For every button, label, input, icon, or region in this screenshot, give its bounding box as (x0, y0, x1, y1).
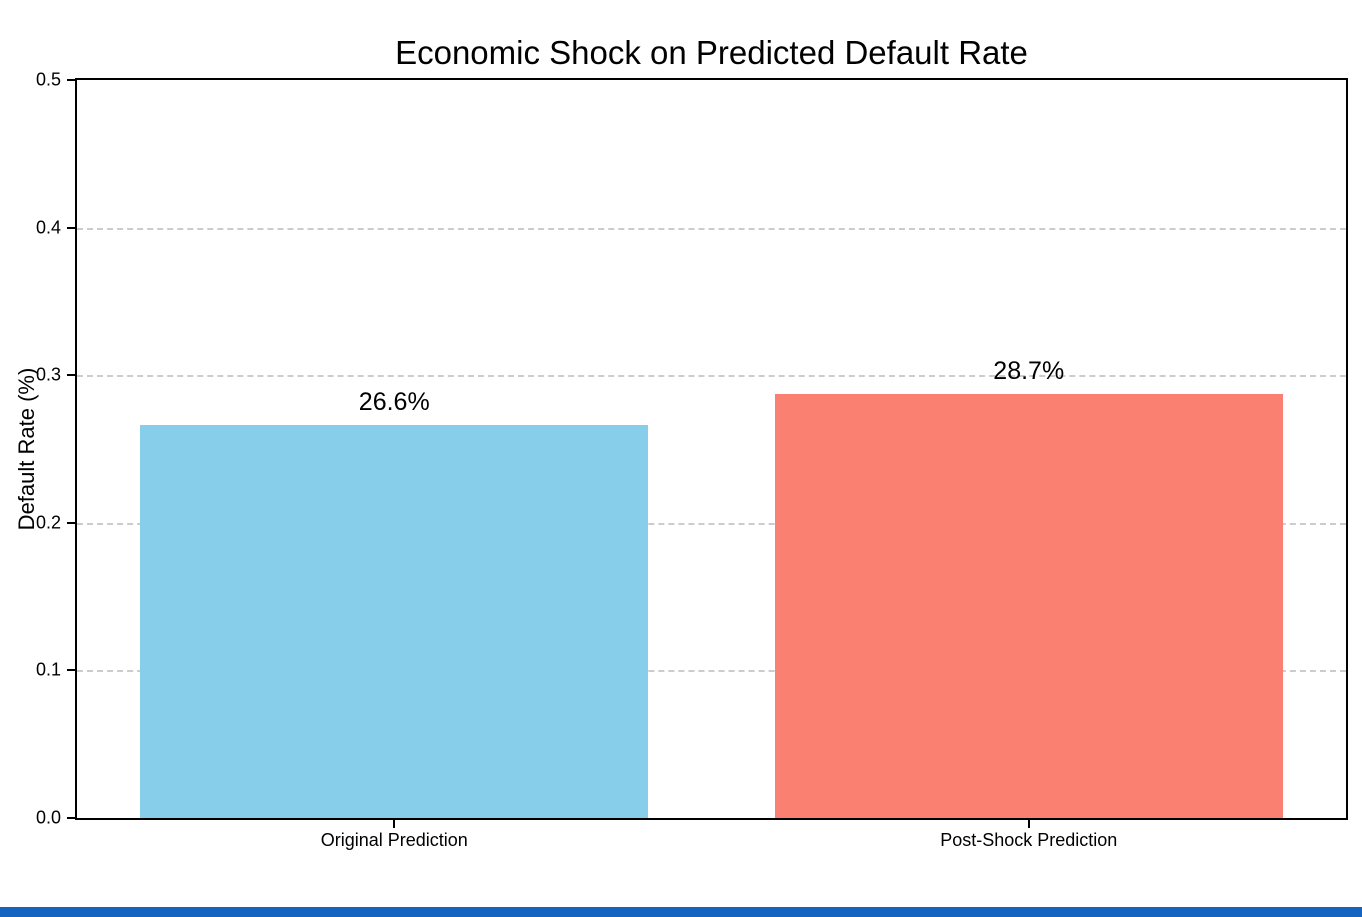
bottom-accent-strip (0, 907, 1362, 917)
gridline-0.1 (77, 670, 1346, 673)
plot-area: 26.6% 28.7% 0.0 0.1 0.2 0.3 0.4 0.5 Original P… (36, 70, 1348, 850)
bar-value-label-original-prediction: 26.6% (358, 388, 430, 417)
bar-post-shock-prediction (774, 394, 1283, 818)
gridline-0.3 (77, 375, 1346, 378)
y-tick-mark-0.0 (67, 817, 77, 819)
x-tick-mark-original-prediction (393, 818, 396, 828)
y-tick-label-0.4: 0.4 (35, 217, 61, 238)
y-tick-mark-0.5 (67, 79, 77, 81)
chart-title: Economic Shock on Predicted Default Rate (395, 34, 1028, 71)
y-tick-label-0.2: 0.2 (35, 512, 61, 533)
gridline-0.2 (77, 522, 1346, 525)
bar-value-label-post-shock-prediction: 28.7% (993, 357, 1065, 386)
y-tick-mark-0.4 (67, 226, 77, 229)
y-tick-mark-0.1 (67, 669, 77, 672)
y-tick-label-0.3: 0.3 (35, 364, 61, 385)
y-tick-label-0.1: 0.1 (35, 659, 61, 680)
x-tick-label-post-shock-prediction: Post-Shock Prediction (940, 830, 1118, 850)
y-axis-label: Default Rate (%) (14, 367, 39, 531)
x-tick-mark-post-shock-prediction (1027, 818, 1030, 828)
x-tick-label-original-prediction: Original Prediction (320, 830, 468, 850)
y-tick-mark-0.3 (67, 374, 77, 377)
y-tick-mark-0.2 (67, 521, 77, 524)
bar-original-prediction (140, 425, 649, 818)
y-tick-label-0.0: 0.0 (35, 807, 61, 828)
y-tick-label-0.5: 0.5 (35, 69, 61, 90)
gridline-0.4 (77, 227, 1346, 230)
